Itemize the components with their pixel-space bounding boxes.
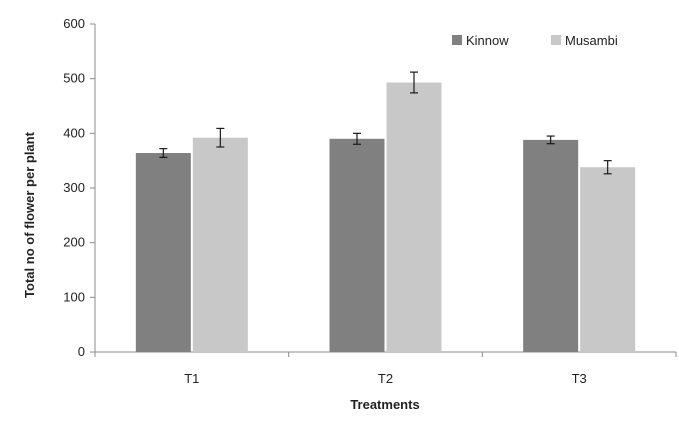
bars xyxy=(135,82,636,352)
x-tick-label: T2 xyxy=(378,371,393,386)
y-tick-label: 300 xyxy=(63,180,85,195)
legend-swatch-musambi xyxy=(551,35,561,45)
legend-swatch-kinnow xyxy=(452,35,462,45)
bar-musambi-t2 xyxy=(386,82,442,352)
y-tick-label: 0 xyxy=(78,344,85,359)
y-tick-label: 100 xyxy=(63,289,85,304)
axes: 0 100 200 300 400 500 600 T1 T2 T3 xyxy=(63,16,677,386)
error-bars xyxy=(159,71,612,175)
legend: Kinnow Musambi xyxy=(452,33,618,48)
y-tick-label: 600 xyxy=(63,16,85,31)
bar-kinnow-t1 xyxy=(135,153,191,352)
y-tick-label: 400 xyxy=(63,125,85,140)
x-axis-title: Treatments xyxy=(350,397,419,412)
y-tick-label: 200 xyxy=(63,235,85,250)
legend-label-kinnow: Kinnow xyxy=(466,33,509,48)
bar-musambi-t1 xyxy=(192,137,248,352)
bar-kinnow-t3 xyxy=(523,139,579,352)
bar-kinnow-t2 xyxy=(329,138,385,352)
bar-musambi-t3 xyxy=(580,167,636,352)
y-axis-title: Total no of flower per plant xyxy=(22,131,37,298)
x-tick-label: T1 xyxy=(184,371,199,386)
x-tick-label: T3 xyxy=(572,371,587,386)
legend-label-musambi: Musambi xyxy=(565,33,618,48)
y-tick-label: 500 xyxy=(63,71,85,86)
